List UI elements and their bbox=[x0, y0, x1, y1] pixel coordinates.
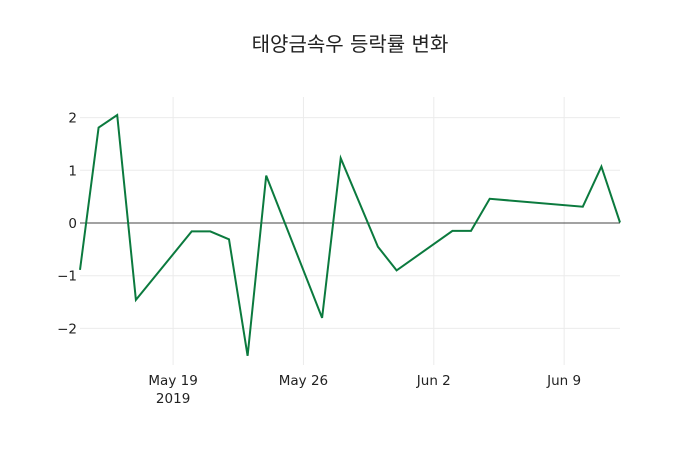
y-tick-label: −1 bbox=[57, 269, 77, 285]
chart-title: 태양금속우 등락률 변화 bbox=[251, 32, 449, 56]
y-tick-label: 0 bbox=[68, 216, 77, 232]
x-tick-year-label: 2019 bbox=[156, 391, 190, 407]
x-axis-tick-labels: May 19 2019 May 26 Jun 2 Jun 9 bbox=[148, 373, 581, 407]
y-tick-label: −2 bbox=[57, 321, 77, 337]
x-tick-label: May 19 bbox=[148, 373, 197, 389]
y-axis-tick-labels: 2 1 0 −1 −2 bbox=[57, 111, 77, 338]
x-tick-label: May 26 bbox=[279, 373, 328, 389]
data-line bbox=[79, 113, 621, 356]
y-tick-label: 2 bbox=[68, 111, 77, 127]
series-line bbox=[79, 113, 621, 356]
x-tick-label: Jun 2 bbox=[416, 373, 451, 389]
gridlines bbox=[80, 97, 620, 365]
y-tick-label: 1 bbox=[68, 163, 77, 179]
x-tick-label: Jun 9 bbox=[546, 373, 581, 389]
